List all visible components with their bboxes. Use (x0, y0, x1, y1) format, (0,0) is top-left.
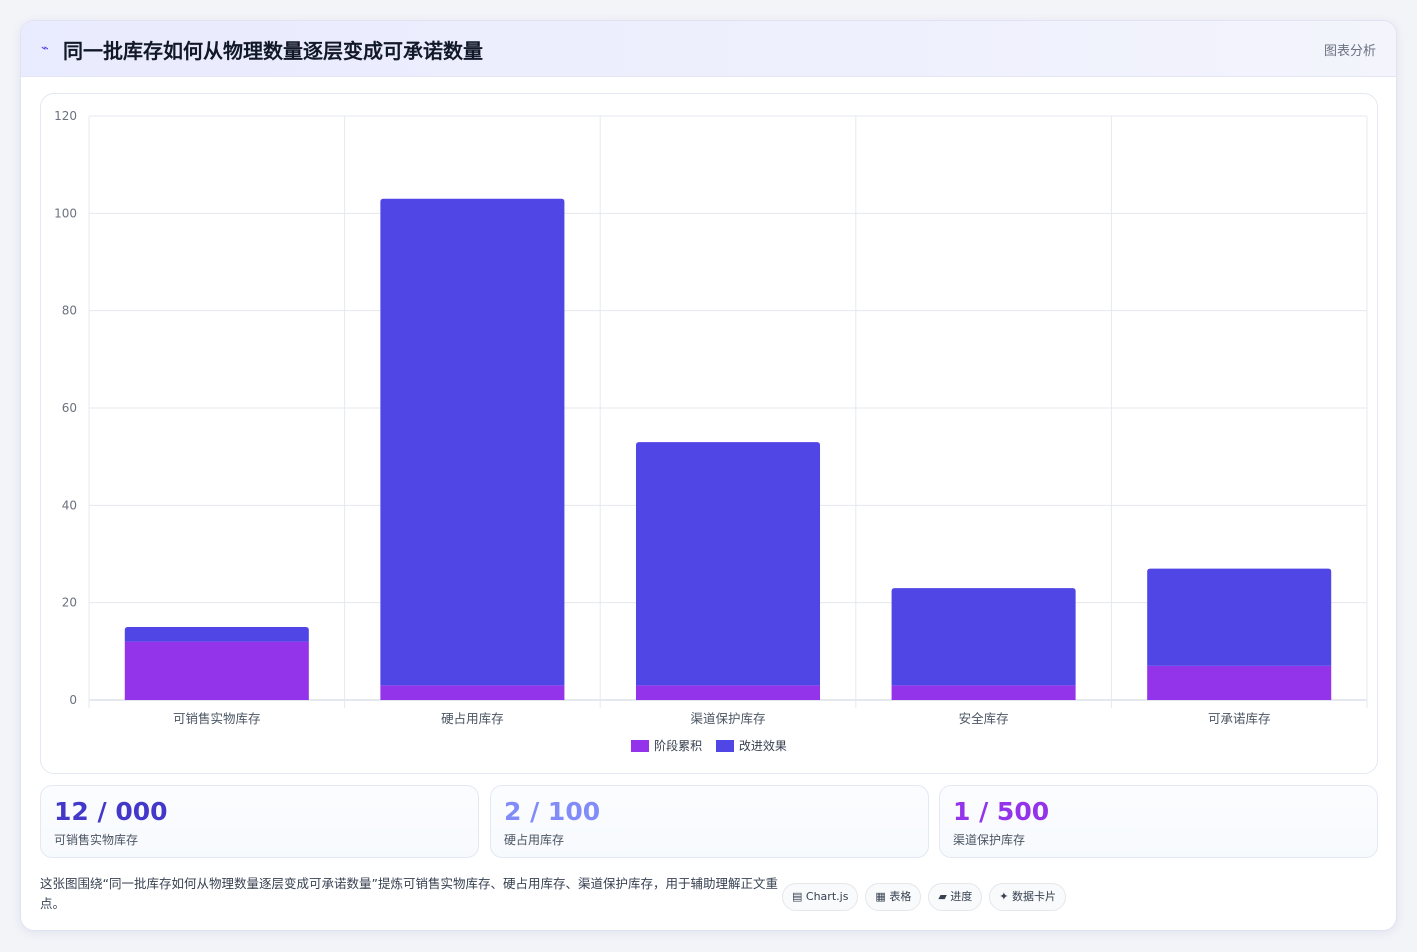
x-tick-label: 可承诺库存 (1208, 711, 1271, 726)
legend-swatch-effect (715, 740, 734, 752)
y-tick-label: 60 (62, 401, 77, 415)
stat-label: 硬占用库存 (504, 833, 565, 847)
chip-label: 进度 (950, 890, 973, 903)
bar-effect (380, 198, 565, 686)
table-icon: ▦ (875, 890, 886, 903)
stat-card-channel-protected: 1 / 500 渠道保护库存 (939, 785, 1378, 858)
chip-label: Chart.js (805, 890, 849, 903)
chip-data-card[interactable]: ✦ 数据卡片 (989, 883, 1067, 911)
bar-stage (891, 685, 1076, 700)
chart-card: ⌁ 同一批库存如何从物理数量逐层变成可承诺数量 图表分析 0 20 40 60 80 10… (20, 20, 1397, 931)
bar-effect (635, 442, 821, 686)
legend-swatch-stage (631, 740, 650, 752)
bar-stage (1147, 665, 1332, 700)
chip-chartjs[interactable]: ▤ Chart.js (782, 883, 859, 911)
bar-stage (380, 685, 565, 700)
bar-effect (124, 627, 309, 642)
x-tick-label: 安全库存 (959, 711, 1009, 726)
legend-label-effect: 改进效果 (738, 739, 787, 753)
legend-item-effect[interactable]: 改进效果 (715, 737, 787, 754)
stat-card-sellable: 12 / 000 可销售实物库存 (40, 785, 479, 858)
chart-icon: ▤ (792, 890, 803, 903)
x-tick-label: 可销售实物库存 (173, 711, 261, 726)
chip-label: 数据卡片 (1012, 890, 1057, 903)
bar-effect (1147, 568, 1332, 666)
stat-value: 12 / 000 (54, 797, 168, 826)
legend-label-stage: 阶段累积 (654, 739, 703, 753)
chip-table[interactable]: ▦ 表格 (865, 883, 922, 911)
y-tick-label: 100 (54, 206, 77, 220)
progress-icon: ▰ (938, 890, 947, 903)
header-tag: 图表分析 (1323, 44, 1376, 59)
y-tick-label: 120 (54, 109, 77, 123)
legend-item-stage[interactable]: 阶段累积 (631, 737, 702, 754)
y-tick-label: 40 (62, 498, 77, 512)
y-tick-label: 0 (69, 693, 77, 707)
chip-label: 表格 (889, 890, 912, 903)
tech-chips: ▤ Chart.js ▦ 表格 ▰ 进度 ✦ 数据卡片 (782, 883, 1073, 911)
stat-label: 渠道保护库存 (953, 833, 1026, 847)
y-tick-label: 20 (62, 596, 77, 610)
bar-chart: 0 20 40 60 80 100 120 可销售实物库存 硬占用库存 渠道保护库存 安全库存 可承诺… (54, 109, 1368, 726)
x-tick-label: 硬占用库存 (441, 711, 504, 726)
chart-description: 这张图围绕“同一批库存如何从物理数量逐层变成可承诺数量”提炼可销售实物库存、硬占… (40, 876, 778, 911)
bar-effect (891, 588, 1076, 686)
chart-legend: 阶段累积 改进效果 (41, 737, 1377, 754)
page-title: 同一批库存如何从物理数量逐层变成可承诺数量 (63, 39, 483, 63)
bar-stage (124, 641, 309, 700)
x-tick-label: 渠道保护库存 (690, 711, 765, 726)
chart-panel: 0 20 40 60 80 100 120 可销售实物库存 硬占用库存 渠道保护库存 安全库存 可承诺… (40, 93, 1378, 774)
stat-cards: 12 / 000 可销售实物库存 2 / 100 硬占用库存 1 / 500 渠… (40, 785, 1378, 858)
stat-value: 2 / 100 (504, 797, 601, 826)
stat-card-hard-reserved: 2 / 100 硬占用库存 (490, 785, 929, 858)
stat-value: 1 / 500 (953, 797, 1050, 826)
stat-label: 可销售实物库存 (54, 833, 139, 847)
chart-line-icon: ⌁ (41, 41, 49, 56)
card-header: ⌁ 同一批库存如何从物理数量逐层变成可承诺数量 图表分析 (21, 21, 1396, 77)
bar-stage (635, 685, 821, 700)
y-tick-label: 80 (62, 304, 77, 318)
chip-progress[interactable]: ▰ 进度 (928, 883, 983, 911)
sparkle-icon: ✦ (999, 890, 1009, 903)
